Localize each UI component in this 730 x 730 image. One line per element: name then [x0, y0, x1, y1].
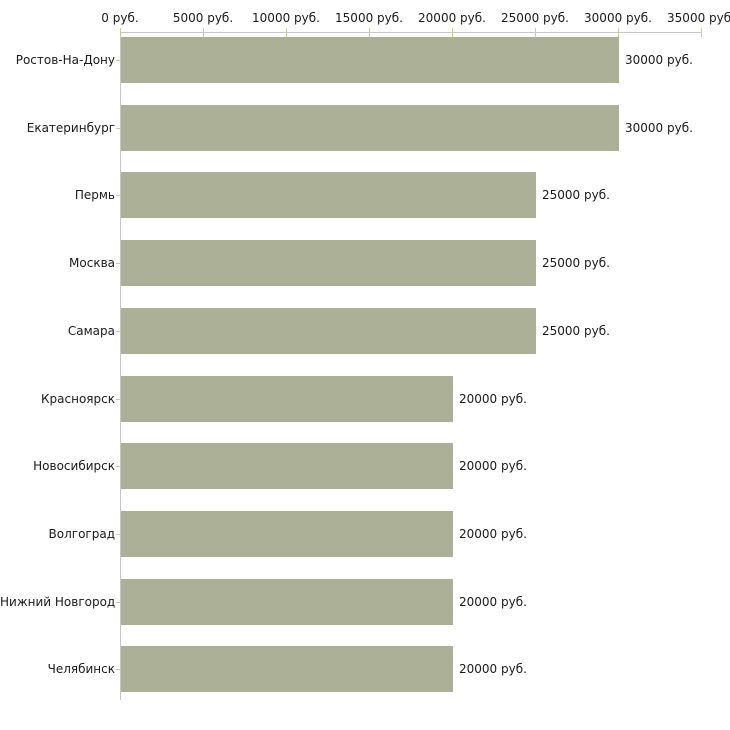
y-axis-tick: [116, 331, 120, 332]
bar-value-label: 30000 руб.: [625, 121, 693, 135]
x-axis-tick-label: 30000 руб.: [584, 11, 652, 25]
bar: [121, 375, 453, 422]
category-label: Красноярск: [41, 392, 115, 406]
x-axis-tick-label: 10000 руб.: [252, 11, 320, 25]
category-label: Москва: [69, 256, 115, 270]
category-label: Новосибирск: [33, 459, 115, 473]
bar: [121, 578, 453, 625]
bar-value-label: 20000 руб.: [459, 392, 527, 406]
bar: [121, 172, 536, 219]
bar: [121, 307, 536, 354]
x-axis-tick: [120, 28, 121, 37]
category-label: Екатеринбург: [26, 121, 115, 135]
bar: [121, 104, 619, 151]
category-label: Нижний Новгород: [0, 595, 116, 609]
bar-value-label: 20000 руб.: [459, 595, 527, 609]
y-axis-tick: [116, 602, 120, 603]
category-label: Пермь: [74, 188, 115, 202]
category-label: Самара: [67, 324, 115, 338]
category-label: Ростов-На-Дону: [15, 53, 115, 67]
y-axis-tick: [116, 669, 120, 670]
x-axis-tick: [701, 28, 702, 37]
x-axis-tick: [286, 28, 287, 37]
bar: [121, 646, 453, 693]
bar-value-label: 30000 руб.: [625, 53, 693, 67]
y-axis-tick: [116, 128, 120, 129]
category-label: Волгоград: [48, 527, 115, 541]
x-axis-tick: [452, 28, 453, 37]
x-axis-tick: [369, 28, 370, 37]
y-axis-tick: [116, 399, 120, 400]
x-axis-tick: [203, 28, 204, 37]
category-label: Челябинск: [47, 662, 115, 676]
bar: [121, 240, 536, 287]
bar-value-label: 20000 руб.: [459, 662, 527, 676]
y-axis-line: [120, 32, 121, 700]
bar-value-label: 20000 руб.: [459, 527, 527, 541]
y-axis-tick: [116, 466, 120, 467]
bar-value-label: 25000 руб.: [542, 256, 610, 270]
x-axis-tick-label: 0 руб.: [101, 11, 139, 25]
bar: [121, 37, 619, 83]
y-axis-tick: [116, 195, 120, 196]
x-axis-tick-label: 25000 руб.: [501, 11, 569, 25]
x-axis-tick: [535, 28, 536, 37]
x-axis-tick: [618, 28, 619, 37]
bar-value-label: 25000 руб.: [542, 188, 610, 202]
x-axis-tick-label: 20000 руб.: [418, 11, 486, 25]
x-axis-tick-label: 5000 руб.: [172, 11, 234, 25]
y-axis-tick: [116, 263, 120, 264]
bar-value-label: 20000 руб.: [459, 459, 527, 473]
x-axis-line: [120, 32, 702, 33]
bar: [121, 443, 453, 490]
y-axis-tick: [116, 60, 120, 61]
x-axis-tick-label: 15000 руб.: [335, 11, 403, 25]
bar: [121, 510, 453, 557]
bar-value-label: 25000 руб.: [542, 324, 610, 338]
x-axis-tick-label: 35000 руб.: [667, 11, 730, 25]
y-axis-tick: [116, 534, 120, 535]
